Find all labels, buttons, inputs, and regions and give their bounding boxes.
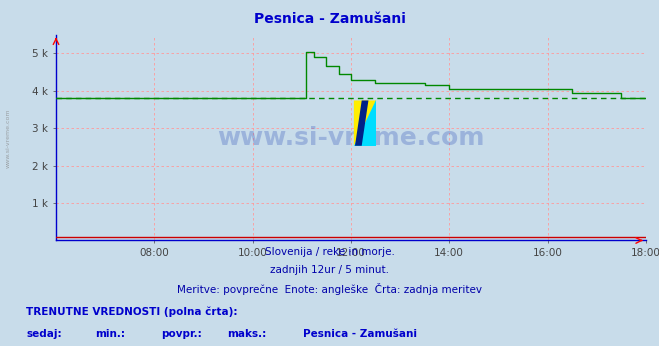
Text: www.si-vreme.com: www.si-vreme.com — [217, 126, 484, 149]
Text: zadnjih 12ur / 5 minut.: zadnjih 12ur / 5 minut. — [270, 265, 389, 275]
Text: sedaj:: sedaj: — [26, 329, 62, 339]
Text: min.:: min.: — [96, 329, 126, 339]
Text: Pesnica - Zamušani: Pesnica - Zamušani — [254, 12, 405, 26]
Text: povpr.:: povpr.: — [161, 329, 202, 339]
Polygon shape — [355, 100, 368, 146]
Text: www.si-vreme.com: www.si-vreme.com — [5, 109, 11, 168]
Polygon shape — [354, 100, 376, 146]
Text: Slovenija / reke in morje.: Slovenija / reke in morje. — [264, 247, 395, 257]
Text: Pesnica - Zamušani: Pesnica - Zamušani — [303, 329, 417, 339]
Text: maks.:: maks.: — [227, 329, 267, 339]
Text: TRENUTNE VREDNOSTI (polna črta):: TRENUTNE VREDNOSTI (polna črta): — [26, 306, 238, 317]
Text: Meritve: povprečne  Enote: angleške  Črta: zadnja meritev: Meritve: povprečne Enote: angleške Črta:… — [177, 283, 482, 295]
Polygon shape — [354, 100, 376, 146]
